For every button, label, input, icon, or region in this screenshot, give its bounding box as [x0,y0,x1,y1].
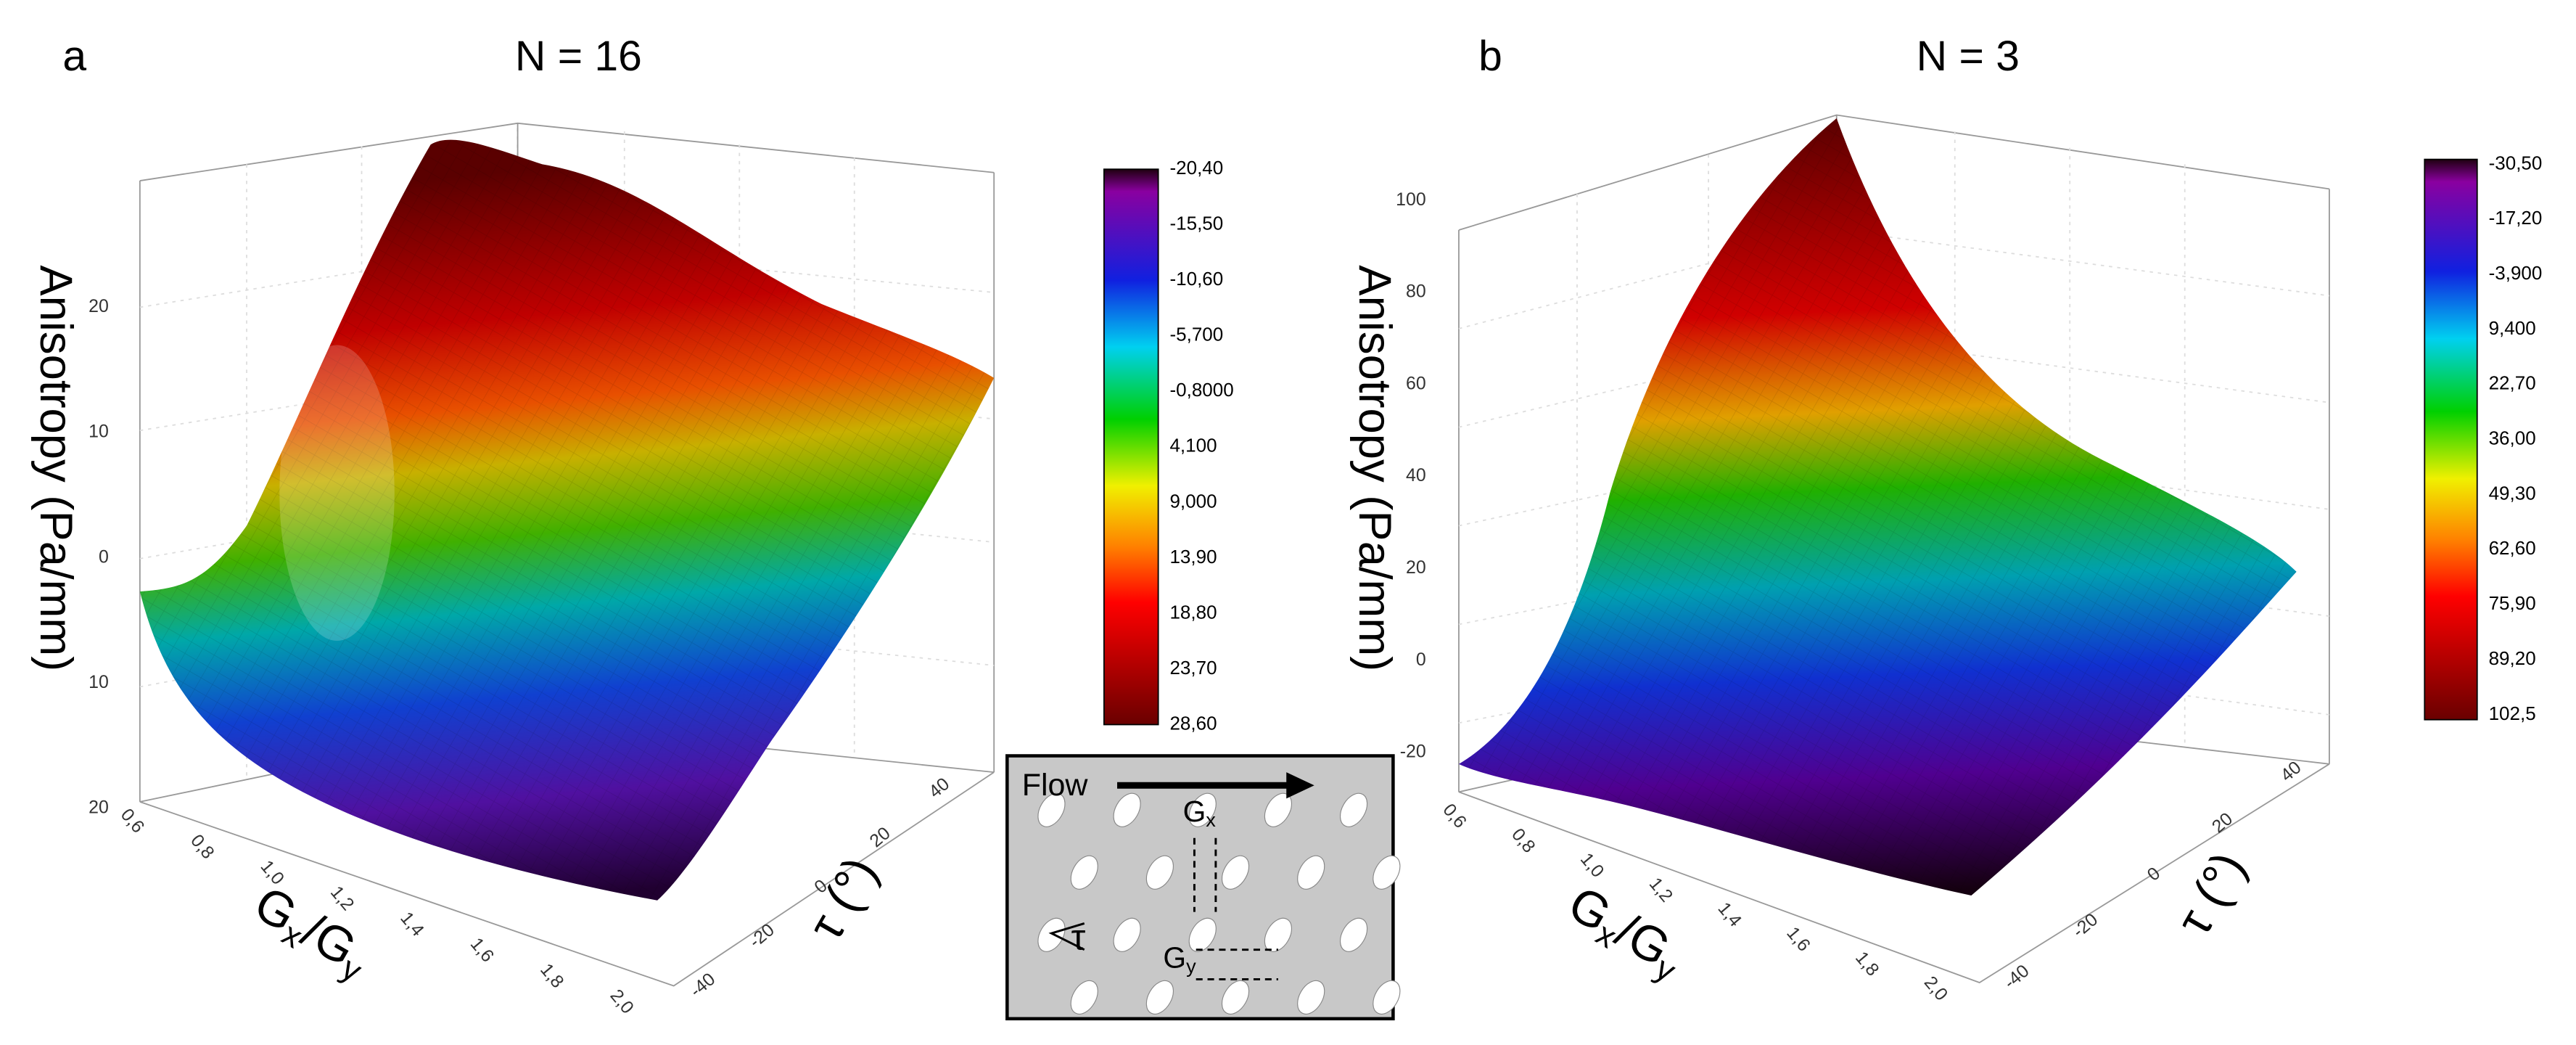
x-tick-label: 1,8 [536,959,568,992]
z-axis-label: Anisotropy (Pa/mm) [30,265,81,671]
colorbar-label: -30,50 [2489,152,2543,173]
t-tick-label: 40 [925,774,953,802]
x-tick-label: 2,0 [606,985,638,1018]
x-tick-label: 0,6 [117,805,149,837]
z-tick-label: 80 [1406,282,1426,302]
colorbar-label: 89,20 [2489,647,2536,669]
x-tick-label: 1,2 [1645,874,1677,906]
t-tick-label: 0 [2144,863,2165,885]
inset-flow: Flow [1022,768,1089,803]
hole [1339,917,1368,952]
colorbar-label: 62,60 [2489,537,2536,559]
x-tick-label: 1,0 [1576,849,1608,882]
x-tick-label: 2,0 [1920,972,1952,1005]
inset-gy: Gy [1163,940,1196,978]
t-tick-label: 20 [865,823,894,851]
surface-b-mesh [1458,118,2297,896]
x-tick-label: 1,4 [396,908,428,940]
colorbar-label: -5,700 [1169,324,1223,345]
hole [1145,980,1174,1015]
t-tick-label: -40 [2000,961,2033,993]
colorbar-label: 22,70 [2489,372,2536,394]
colorbar-label: 23,70 [1169,657,1217,679]
z-tick-label: 10 [89,672,109,692]
colorbar-label: -3,900 [2489,262,2543,284]
x-tick-label: 1,4 [1714,898,1746,931]
z-tick-label: 20 [1406,557,1426,578]
hole [1113,792,1141,827]
hole [1221,980,1250,1015]
t-tick-label: 20 [2208,808,2236,837]
colorbar-label: 13,90 [1169,546,1217,567]
colorbar-label: 9,000 [1169,490,1217,512]
x-tick-label: 0,8 [186,830,218,863]
hole [1339,792,1368,827]
z-tick-label: -20 [1400,742,1426,762]
x-tick-label: 0,8 [1507,824,1539,857]
inset-tau: τ [1071,917,1086,957]
hole [1373,980,1401,1015]
x-tick-label: 1,6 [1782,923,1814,956]
colorbar-label: 28,60 [1169,712,1217,734]
z-tick-label: 0 [99,546,109,567]
inset: Flow Gx Gy τ [1005,754,1401,1021]
z-tick-label: 100 [1396,189,1426,210]
colorbar-label: 4,100 [1169,435,1217,456]
x-tick-label: 1,8 [1851,948,1883,980]
colorbar-a [1103,168,1159,726]
hole [1070,855,1098,890]
z-tick-label: 20 [89,798,109,818]
x-tick-label: 0,6 [1439,800,1470,832]
panel-label: a [62,33,86,80]
panel-title: N = 16 [515,33,642,80]
inset-gx: Gx [1183,795,1217,832]
hole [1188,792,1217,827]
panel-title: N = 3 [1917,33,2020,80]
colorbar-label: 36,00 [2489,427,2536,449]
z-tick-label: 10 [89,422,109,442]
z-tick-label: 20 [89,296,109,316]
hole [1145,855,1174,890]
hole [1037,792,1066,827]
hole [1221,855,1250,890]
surface-a-mesh [139,139,995,901]
hole [1113,917,1141,952]
colorbar-label: 102,5 [2489,702,2536,724]
colorbar-label: -15,50 [1169,213,1223,234]
colorbar-label: 18,80 [1169,601,1217,623]
colorbar-label: 9,400 [2489,317,2536,339]
x-axis-label: Gx/Gy [243,876,379,989]
z-axis-label: Anisotropy (Pa/mm) [1349,265,1400,671]
z-tick-label: 60 [1406,373,1426,393]
colorbar-label: -20,40 [1169,157,1223,179]
t-tick-label: -20 [2069,909,2102,942]
colorbar-label: -0,8000 [1169,379,1233,401]
colorbar-b [2424,158,2478,721]
colorbar-label: 49,30 [2489,482,2536,504]
surface-a-highlight [279,345,395,642]
hole [1297,855,1325,890]
hole [1037,917,1066,952]
panel-label: b [1478,33,1502,80]
hole [1373,855,1401,890]
colorbar-label: -17,20 [2489,207,2543,229]
t-axis-label: τ (°) [2167,843,2257,945]
colorbar-label: 75,90 [2489,592,2536,614]
z-tick-label: 40 [1406,465,1426,485]
z-tick-label: 0 [1416,649,1426,670]
hole [1070,980,1098,1015]
t-axis-label: τ (°) [798,848,888,950]
colorbar-label: -10,60 [1169,268,1223,290]
hole [1188,917,1217,952]
hole [1297,980,1325,1015]
x-tick-label: 1,6 [466,934,498,967]
t-tick-label: -20 [745,919,778,952]
